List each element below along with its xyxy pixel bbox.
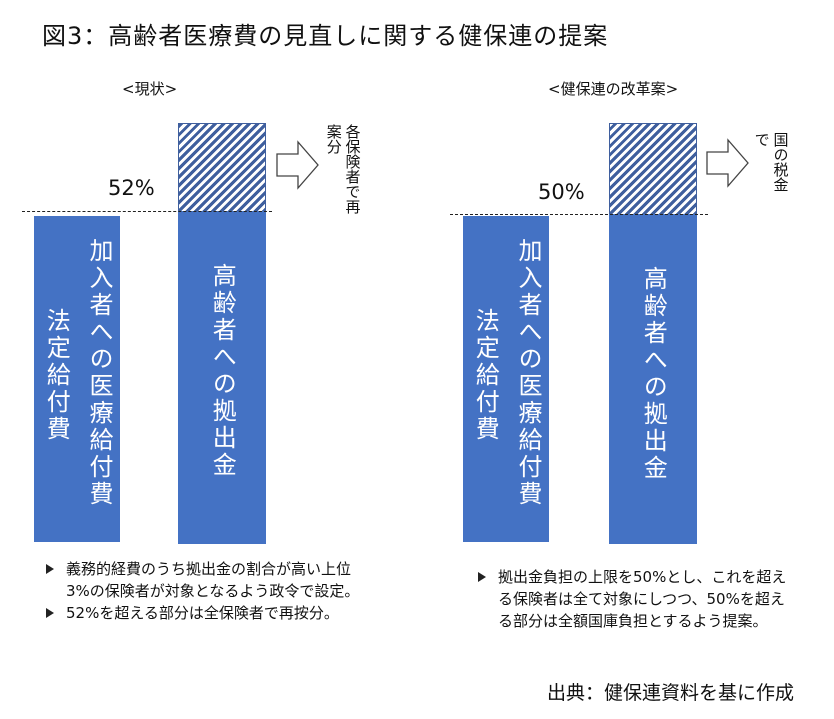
- elderly-contribution-bar-proposal: 高齢者への拠出金: [609, 214, 697, 544]
- right-arrow-icon: [706, 138, 749, 188]
- elderly-contribution-label-proposal: 高齢者への拠出金: [639, 266, 668, 482]
- right-arrow-icon: [276, 140, 319, 190]
- threshold-line: [22, 211, 272, 212]
- elderly-contribution-label: 高齢者への拠出金: [208, 263, 237, 479]
- left-bullet-list: 義務的経費のうち拠出金の割合が高い上位3%の保険者が対象となるよう政令で設定。 …: [44, 558, 364, 624]
- statutory-benefit-bar-proposal: 加入者への医療給付費 法定給付費: [463, 216, 549, 542]
- right-bullet-list: 拠出金負担の上限を50%とし、これを超える保険者は全て対象にしつつ、50%を超え…: [476, 566, 792, 632]
- right-note: 国の税金で: [752, 132, 790, 192]
- excess-hatched-area-proposal: [609, 123, 697, 216]
- left-bullet-2: 52%を超える部分は全保険者で再按分。: [44, 602, 364, 624]
- figure-title: 図3：高齢者医療費の見直しに関する健保連の提案: [42, 22, 609, 50]
- statutory-benefit-label: 法定給付費: [42, 308, 71, 443]
- right-panel-label: <健保連の改革案>: [548, 80, 679, 98]
- statutory-benefit-label-proposal: 法定給付費: [471, 308, 500, 443]
- subscriber-benefit-label-proposal: 加入者への医療給付費: [514, 238, 542, 508]
- excess-hatched-area: [178, 123, 266, 213]
- threshold-percent: 52%: [108, 176, 155, 200]
- threshold-line-proposal: [450, 214, 708, 215]
- right-bullet-1: 拠出金負担の上限を50%とし、これを超える保険者は全て対象にしつつ、50%を超え…: [476, 566, 792, 632]
- elderly-contribution-bar: 高齢者への拠出金: [178, 211, 266, 544]
- subscriber-benefit-label: 加入者への医療給付費: [85, 238, 113, 508]
- threshold-percent-proposal: 50%: [538, 180, 585, 204]
- left-panel-label: <現状>: [122, 80, 178, 98]
- left-note: 各保険者で再案分: [324, 124, 362, 214]
- statutory-benefit-bar: 加入者への医療給付費 法定給付費: [34, 216, 120, 542]
- left-bullet-1: 義務的経費のうち拠出金の割合が高い上位3%の保険者が対象となるよう政令で設定。: [44, 558, 364, 602]
- source-note: 出典：健保連資料を基に作成: [546, 682, 794, 704]
